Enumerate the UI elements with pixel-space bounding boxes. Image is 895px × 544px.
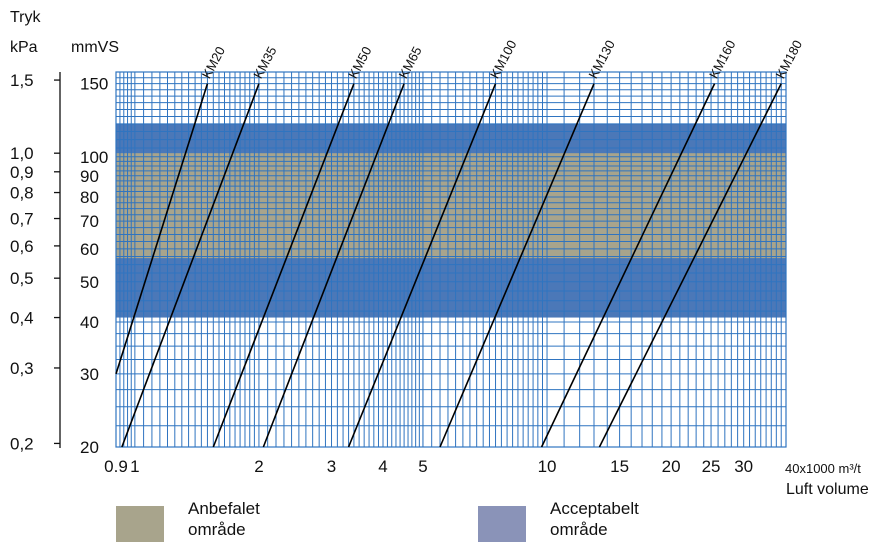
mmvs-tick-label: 50 (80, 273, 99, 292)
x-tick-label: 10 (538, 457, 557, 476)
kpa-tick-label: 0,4 (10, 309, 34, 328)
kpa-tick-label: 0,2 (10, 434, 34, 453)
mmvs-tick-label: 100 (80, 148, 108, 167)
mmvs-tick-label: 150 (80, 75, 108, 94)
kpa-tick-label: 0,5 (10, 269, 34, 288)
recommended-label-line1: Anbefalet (188, 499, 260, 518)
series-line-km20 (115, 83, 209, 375)
series-label-km100: KM100 (487, 38, 520, 81)
mmvs-tick-label: 20 (80, 438, 99, 457)
x-tick-label: 2 (254, 457, 263, 476)
y-axis-title: Tryk (10, 9, 42, 26)
series-label-km130: KM130 (585, 38, 618, 81)
series-line-km35 (121, 83, 260, 448)
mmvs-tick-label: 30 (80, 365, 99, 384)
mmvs-tick-label: 40 (80, 313, 99, 332)
axes-layer: Tryk kPa mmVS 40x1000 m³/t Luft volume (10, 9, 869, 498)
x-tick-label: 30 (734, 457, 753, 476)
series-label-km50: KM50 (345, 44, 374, 81)
x-tick-label: 25 (702, 457, 721, 476)
kpa-tick-label: 1,0 (10, 144, 34, 163)
band-recommended (116, 153, 786, 259)
series-label-km160: KM160 (706, 38, 739, 81)
mmvs-tick-label: 60 (80, 240, 99, 259)
acceptable-label-line1: Acceptabelt (550, 499, 639, 518)
legend-recommended: Anbefalet område (116, 498, 328, 542)
series-label-km35: KM35 (250, 44, 279, 81)
plot-frame (115, 71, 787, 448)
recommended-label: Anbefalet område (188, 498, 328, 540)
x-tick-label: 4 (378, 457, 387, 476)
x-axis-unit: 40x1000 m³/t (785, 461, 861, 476)
mmvs-tick-label: 70 (80, 212, 99, 231)
mmvs-tick-label: 90 (80, 167, 99, 186)
series-line-km50 (212, 83, 355, 448)
x-tick-label: 20 (662, 457, 681, 476)
x-axis-title: Luft volume (786, 481, 869, 498)
acceptable-swatch (478, 506, 526, 542)
kpa-tick-label: 0,9 (10, 163, 34, 182)
kpa-unit-label: kPa (10, 39, 38, 56)
series-label-km65: KM65 (395, 44, 424, 81)
acceptable-label-line2: område (550, 520, 608, 539)
kpa-tick-label: 0,8 (10, 184, 34, 203)
grid-layer (115, 71, 787, 448)
series-line-km65 (262, 83, 405, 448)
x-tick-label: 15 (610, 457, 629, 476)
series-line-km130 (439, 83, 595, 448)
x-tick-label: 5 (418, 457, 427, 476)
acceptable-label: Acceptabelt område (550, 498, 690, 540)
kpa-tick-label: 0,3 (10, 359, 34, 378)
mmvs-unit-label: mmVS (71, 39, 119, 56)
x-tick-label: 0.9 (104, 457, 128, 476)
x-tick-label: 1 (130, 457, 139, 476)
series-line-km160 (540, 83, 716, 448)
x-tick-label: 3 (327, 457, 336, 476)
series-line-km100 (347, 83, 497, 448)
kpa-tick-label: 1,5 (10, 71, 34, 90)
recommended-swatch (116, 506, 164, 542)
series-label-km180: KM180 (773, 38, 806, 81)
recommended-label-line2: område (188, 520, 246, 539)
kpa-tick-label: 0,7 (10, 210, 34, 229)
kpa-tick-label: 0,6 (10, 237, 34, 256)
mmvs-tick-label: 80 (80, 188, 99, 207)
series-label-km20: KM20 (199, 44, 228, 81)
legend-acceptable: Acceptabelt område (478, 498, 690, 542)
series-line-km180 (598, 83, 782, 448)
